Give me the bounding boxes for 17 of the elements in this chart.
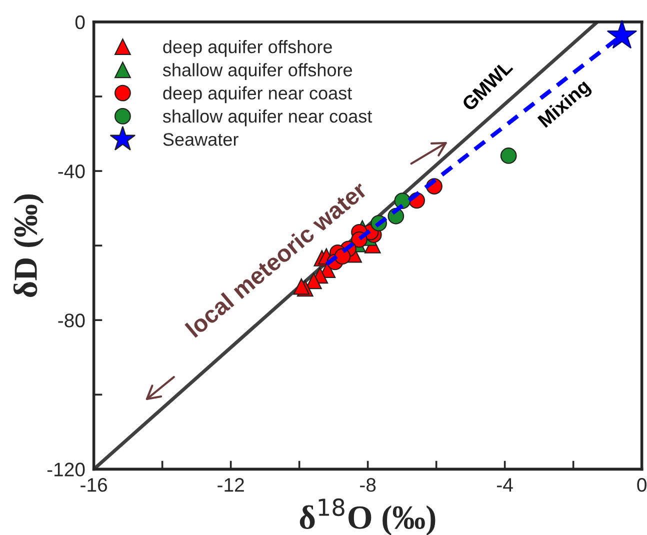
y-tick-label: -40 [58,164,85,178]
x-tick-label: -16 [80,478,108,492]
x-tick-label: -12 [218,478,244,492]
legend-label: shallow aquifer near coast [162,109,372,126]
point [500,148,517,164]
y-tick-label: 0 [75,15,85,30]
y-tick-label: -80 [58,314,85,328]
y-tick-label: -120 [47,462,85,476]
legend-label: Seawater [163,133,238,146]
x-tick-label: -8 [360,478,376,492]
legend-label: shallow aquifer offshore [162,63,352,80]
point [606,20,638,49]
x-tick-label: -4 [497,478,513,492]
legend-label: deep aquifer offshore [163,40,332,57]
y-axis-title: δD (‰) [13,194,44,297]
legend-label: deep aquifer near coast [163,86,352,104]
x-tick-label: 0 [637,478,646,492]
